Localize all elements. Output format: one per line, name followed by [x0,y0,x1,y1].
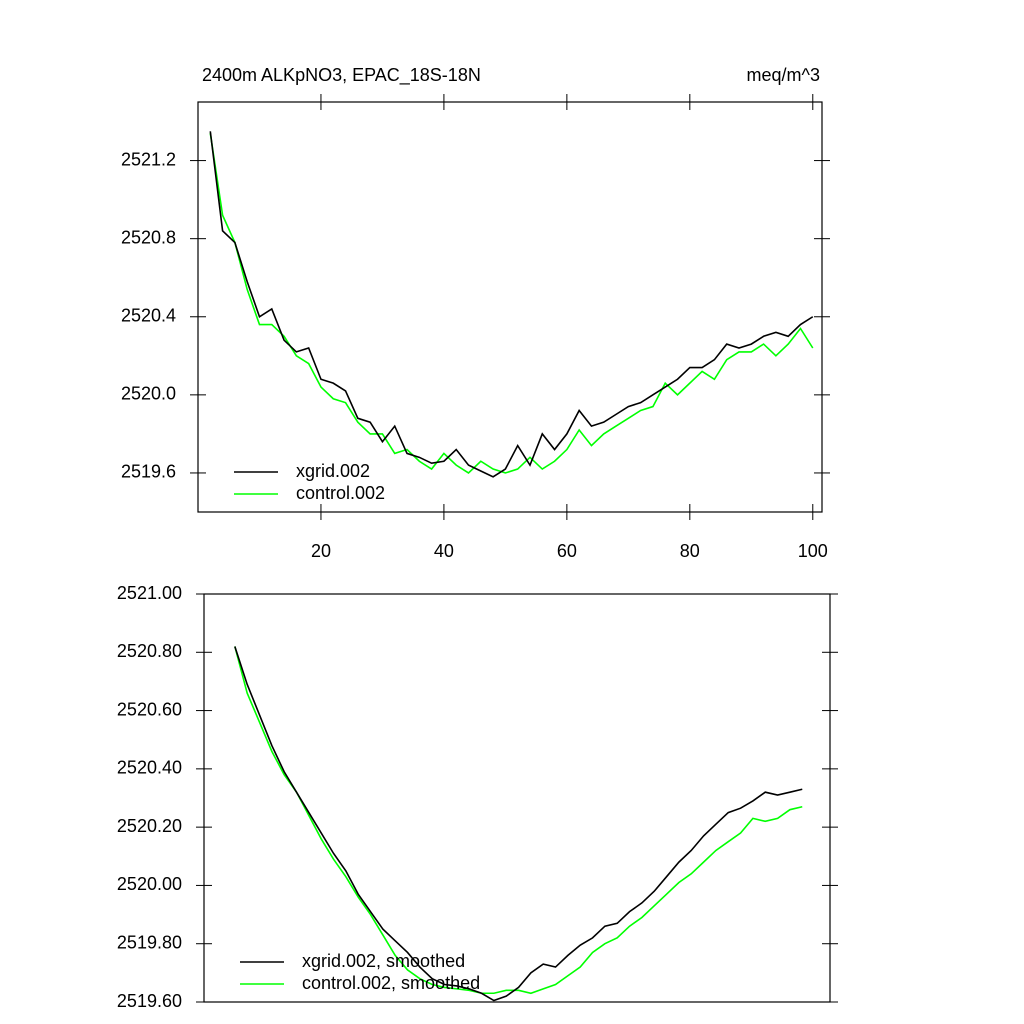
y-tick-label: 2521.2 [121,149,176,169]
y-tick-label: 2520.40 [117,758,182,778]
y-tick-label: 2520.0 [121,384,176,404]
data-line [209,131,814,478]
chart-title: 2400m ALKpNO3, EPAC_18S-18N [202,65,481,86]
x-tick-label: 20 [311,541,331,561]
y-tick-label: 2519.6 [121,462,176,482]
legend-label: control.002, smoothed [302,973,480,993]
panel: 2519.60 2519.80 2520.00 2520.20 2520.40 2520.… [117,583,838,1011]
x-tick-label: 60 [557,541,577,561]
y-tick-label: 2520.20 [117,816,182,836]
legend-label: xgrid.002, smoothed [302,951,465,971]
data-line [209,133,814,474]
panel: 2400m ALKpNO3, EPAC_18S-18N meq/m^3 2519.6… [121,65,830,561]
y-tick-label: 2520.4 [121,306,176,326]
plot-frame [203,593,831,1003]
y-tick-label: 2521.00 [117,583,182,603]
legend-label: control.002 [296,483,385,503]
units-label: meq/m^3 [747,65,820,85]
data-line [234,646,803,1002]
y-tick-label: 2520.00 [117,874,182,894]
y-tick-label: 2520.60 [117,699,182,719]
x-tick-label: 100 [798,541,828,561]
y-tick-label: 2519.60 [117,991,182,1011]
data-line [234,646,803,995]
y-tick-label: 2519.80 [117,932,182,952]
x-tick-label: 80 [680,541,700,561]
legend-label: xgrid.002 [296,461,370,481]
plot-frame [197,101,823,513]
y-tick-label: 2520.80 [117,641,182,661]
x-tick-label: 40 [434,541,454,561]
y-tick-label: 2520.8 [121,227,176,247]
